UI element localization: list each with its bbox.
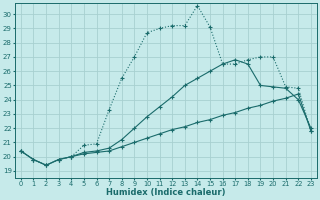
X-axis label: Humidex (Indice chaleur): Humidex (Indice chaleur)	[106, 188, 226, 197]
